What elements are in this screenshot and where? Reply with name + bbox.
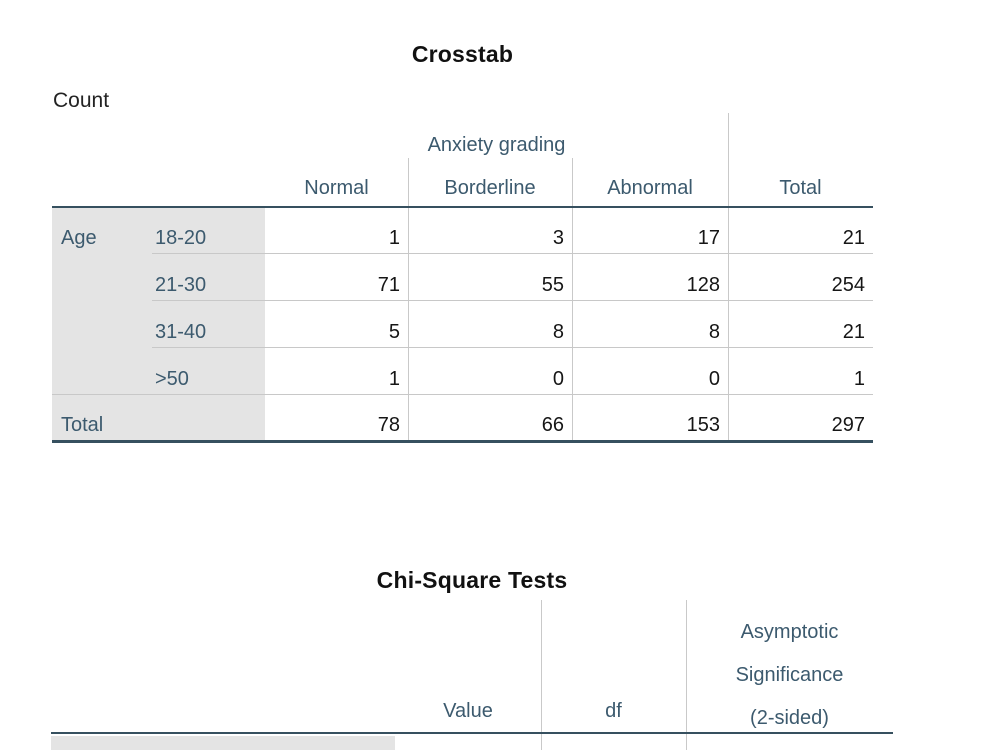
table-row: 21-30 71 55 128 254	[52, 255, 873, 300]
sig-header-line: Significance	[735, 664, 844, 686]
span-header-anxiety-grading: Anxiety grading	[427, 134, 566, 156]
column-divider	[686, 600, 687, 750]
column-header-asymptotic-significance: Asymptotic Significance (2-sided)	[686, 611, 893, 740]
crosstab-row-stub-background	[52, 208, 265, 440]
table-row: 31-40 5 8 8 21	[52, 302, 873, 347]
chi-square-title: Chi-Square Tests	[376, 567, 568, 593]
sig-header-line: Asymptotic	[740, 621, 839, 643]
cell-value: 17	[697, 227, 720, 249]
cell-value: 3	[552, 227, 564, 249]
cell-value: 1	[853, 368, 865, 390]
crosstab-table[interactable]: Anxiety grading Normal Borderline Abnorm…	[52, 113, 873, 443]
row-label-31-40: 31-40	[155, 321, 207, 343]
row-label-21-30: 21-30	[155, 274, 207, 296]
row-divider	[152, 300, 873, 301]
cell-value: 21	[842, 227, 865, 249]
crosstab-title: Crosstab	[411, 41, 514, 67]
row-dimension-label-age: Age	[61, 227, 97, 249]
column-header-value: Value	[443, 700, 493, 722]
row-stub-spacer	[52, 297, 155, 300]
column-header-borderline: Borderline	[444, 177, 536, 199]
cell-value: 5	[388, 321, 400, 343]
column-divider	[728, 113, 729, 440]
cell-value: 71	[377, 274, 400, 296]
total-row-divider	[52, 394, 873, 395]
header-rule	[51, 732, 893, 734]
row-divider	[152, 347, 873, 348]
row-label-total: Total	[61, 414, 104, 436]
row-divider	[152, 253, 873, 254]
column-header-normal: Normal	[304, 177, 369, 199]
cell-value: 297	[831, 414, 865, 436]
total-row: Total 78 66 153 297	[52, 396, 873, 440]
cell-value: 78	[377, 414, 400, 436]
cell-value: 21	[842, 321, 865, 343]
cell-value: 0	[708, 368, 720, 390]
column-divider	[408, 158, 409, 440]
column-header-abnormal: Abnormal	[607, 177, 693, 199]
cell-value: 66	[541, 414, 564, 436]
header-stub-spacer	[51, 723, 395, 728]
row-label-18-20: 18-20	[155, 227, 207, 249]
crosstab-header-row: Normal Borderline Abnormal Total	[52, 162, 873, 206]
row-label-gt50: >50	[155, 368, 189, 390]
cell-value: 254	[831, 274, 865, 296]
column-divider	[541, 600, 542, 750]
table-row: >50 1 0 0 1	[52, 349, 873, 394]
cell-value: 1	[388, 368, 400, 390]
column-header-df: df	[605, 700, 622, 722]
cell-value: 55	[541, 274, 564, 296]
cell-value: 0	[552, 368, 564, 390]
chi-square-table[interactable]: Asymptotic Significance (2-sided) Value …	[51, 600, 893, 750]
cell-value: 8	[552, 321, 564, 343]
table-row: Age 18-20 1 3 17 21	[52, 208, 873, 253]
column-header-total: Total	[779, 177, 822, 199]
row-stub-spacer	[52, 344, 155, 347]
crosstab-corner-label: Count	[53, 89, 110, 112]
sig-header-line: (2-sided)	[750, 707, 829, 729]
cell-value: 153	[686, 414, 720, 436]
cell-value: 128	[686, 274, 720, 296]
table-bottom-rule	[52, 440, 873, 443]
cell-value: 8	[708, 321, 720, 343]
chi-square-row-stub-background	[51, 736, 395, 750]
cell-value: 1	[388, 227, 400, 249]
chi-square-header-row: Value df	[51, 686, 893, 728]
column-divider	[572, 158, 573, 440]
header-rule	[52, 206, 873, 208]
